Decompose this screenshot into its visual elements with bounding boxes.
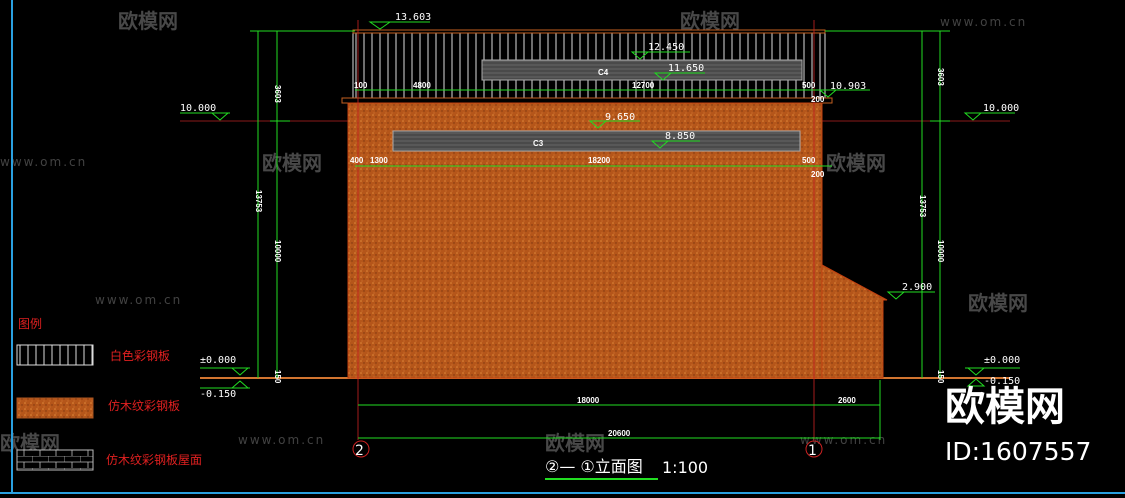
roof-slab xyxy=(341,97,833,104)
watermark-brand: 欧模网 xyxy=(680,9,740,33)
panel-c4 xyxy=(481,59,803,81)
watermark-url: www.om.cn xyxy=(95,293,182,307)
dim-text: 500 xyxy=(802,156,816,165)
top-rail xyxy=(352,29,826,34)
dimension-texts: 100 4800 12700 500 200 400 1300 18200 50… xyxy=(254,68,945,438)
elevation-2900: 2.900 xyxy=(902,282,932,293)
panel-c3 xyxy=(392,130,801,152)
watermark-url: www.om.cn xyxy=(940,15,1027,29)
dim-text: 18000 xyxy=(577,396,600,405)
dim-text: 18200 xyxy=(588,156,611,165)
legend-swatch-wood-roof xyxy=(16,449,94,471)
dimension-lines xyxy=(250,30,950,440)
watermark-url: www.om.cn xyxy=(800,433,887,447)
dim-text: 12700 xyxy=(632,81,655,90)
dim-text: 4800 xyxy=(413,81,431,90)
elevation-10000-left: 10.000 xyxy=(180,103,216,114)
axis-bubble-2 xyxy=(352,440,370,458)
watermark-url: www.om.cn xyxy=(238,433,325,447)
elevation-zero-right: ±0.000 xyxy=(984,355,1020,366)
axis-bubble-1 xyxy=(805,440,823,458)
elevation-12450: 12.450 xyxy=(648,42,684,53)
panel-label-c3: C3 xyxy=(533,139,544,148)
dim-text: 150 xyxy=(936,370,945,384)
panel-label-c4: C4 xyxy=(598,68,609,77)
elevation-11650: 11.650 xyxy=(668,63,704,74)
dim-text: 20600 xyxy=(608,429,631,438)
watermark-brand: 欧模网 xyxy=(826,151,886,175)
dim-text: 200 xyxy=(811,95,825,104)
dim-text: 400 xyxy=(350,156,364,165)
dim-text: 200 xyxy=(811,170,825,179)
dim-text: 150 xyxy=(273,370,282,384)
dim-text: 3603 xyxy=(936,68,945,86)
dim-text: 1300 xyxy=(370,156,388,165)
watermark-brand: 欧模网 xyxy=(545,431,605,455)
elevation-minus-left: -0.150 xyxy=(200,389,236,400)
elevation-10000-right: 10.000 xyxy=(983,103,1019,114)
legend-item: 仿木纹彩钢板屋面 xyxy=(106,453,202,467)
elevation-9650: 9.650 xyxy=(605,112,635,123)
dim-text: 13753 xyxy=(918,195,927,218)
elevation-labels: 13.603 12.450 11.650 10.903 10.000 10.00… xyxy=(180,12,1020,400)
elevation-8850: 8.850 xyxy=(665,131,695,142)
legend-swatch-white-steel xyxy=(16,344,94,366)
dim-text: 10000 xyxy=(273,240,282,263)
watermark-id: ID:1607557 xyxy=(945,437,1091,466)
watermark-url: www.om.cn xyxy=(0,155,87,169)
dim-text: 3603 xyxy=(273,85,282,103)
watermark-logo: 欧模网 xyxy=(945,384,1065,430)
axis-label-1: 1 xyxy=(808,443,817,459)
legend-swatch-wood-steel xyxy=(16,397,94,419)
watermark-brand: 欧模网 xyxy=(262,151,322,175)
dim-text: 100 xyxy=(354,81,368,90)
watermark-brand: 欧模网 xyxy=(118,9,178,33)
watermark-brand: 欧模网 xyxy=(968,291,1028,315)
axis-label-2: 2 xyxy=(355,443,364,459)
dim-text: 10000 xyxy=(936,240,945,263)
dim-text: 500 xyxy=(802,81,816,90)
elevation-13603: 13.603 xyxy=(395,12,431,23)
dim-text: 2600 xyxy=(838,396,856,405)
building-elevation: C4 C3 xyxy=(341,20,888,440)
drawing-scale: 1:100 xyxy=(662,458,708,477)
elevation-minus-right: -0.150 xyxy=(984,376,1020,387)
legend-item: 白色彩钢板 xyxy=(110,348,170,363)
elevation-zero-left: ±0.000 xyxy=(200,355,236,366)
dim-text: 13753 xyxy=(254,190,263,213)
elevation-markers xyxy=(180,21,1020,389)
legend: 图例 白色彩钢板 仿木纹彩钢板 仿木纹彩钢板屋面 xyxy=(16,317,202,471)
legend-title: 图例 xyxy=(18,317,42,331)
drawing-title: ②— ①立面图 xyxy=(545,457,643,476)
lean-to xyxy=(821,264,888,379)
legend-item: 仿木纹彩钢板 xyxy=(108,399,180,413)
elevation-10903: 10.903 xyxy=(830,81,866,92)
